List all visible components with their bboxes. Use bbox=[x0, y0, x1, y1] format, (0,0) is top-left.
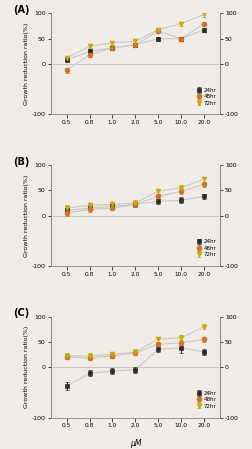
Text: (A): (A) bbox=[13, 5, 30, 15]
X-axis label: μM: μM bbox=[129, 439, 141, 448]
Legend: 24hr, 48hr, 72hr: 24hr, 48hr, 72hr bbox=[195, 390, 216, 410]
Y-axis label: Growth reduction ratio(%): Growth reduction ratio(%) bbox=[24, 174, 29, 257]
Y-axis label: Growth reduction ratio(%): Growth reduction ratio(%) bbox=[24, 326, 29, 408]
Text: (B): (B) bbox=[13, 157, 29, 167]
Legend: 24hr, 48hr, 72hr: 24hr, 48hr, 72hr bbox=[195, 87, 216, 107]
Text: (C): (C) bbox=[13, 308, 29, 318]
Legend: 24hr, 48hr, 72hr: 24hr, 48hr, 72hr bbox=[195, 238, 216, 258]
Y-axis label: Growth reduction ratio(%): Growth reduction ratio(%) bbox=[24, 23, 29, 105]
